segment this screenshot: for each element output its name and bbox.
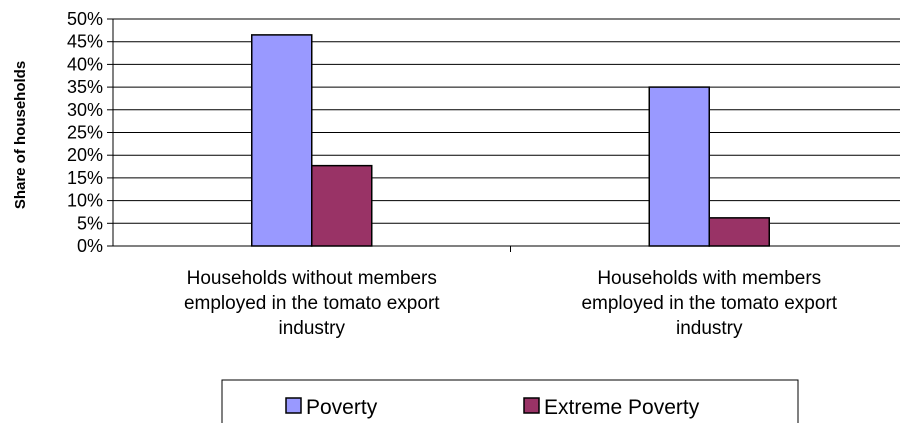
y-tick-label: 0% [77, 236, 103, 256]
y-tick-label: 5% [77, 213, 103, 233]
bars [251, 34, 770, 247]
bar-poverty-1 [251, 34, 313, 247]
bar-extreme-poverty-1 [311, 164, 373, 247]
y-tick-label: 50% [67, 9, 103, 29]
bar-poverty-2 [648, 86, 710, 247]
y-tick-label: 15% [67, 168, 103, 188]
legend-swatch [523, 397, 540, 414]
axes [107, 18, 900, 252]
y-tick-label: 30% [67, 100, 103, 120]
y-tick-label: 25% [67, 123, 103, 143]
legend-label: Extreme Poverty [544, 396, 700, 419]
gridlines [113, 18, 900, 224]
category-label: Households with members employed in the t… [581, 268, 837, 339]
y-tick-labels: 0% 5%10% 15% 20%25% 30% 35% 40%45% 50% [67, 9, 103, 256]
legend-swatch [285, 397, 302, 414]
y-tick-label: 40% [67, 54, 103, 74]
y-tick-label: 35% [67, 77, 103, 97]
legend-box [221, 379, 799, 423]
y-axis-label: Share of households [12, 61, 29, 209]
category-label: Households without members employed in th… [184, 268, 440, 339]
legend: Poverty Extreme Poverty [221, 379, 799, 423]
y-tick-label: 10% [67, 191, 103, 211]
category-labels: Households without members employed in th… [184, 268, 838, 339]
bar-extreme-poverty-2 [708, 217, 770, 247]
y-tick-label: 45% [67, 32, 103, 52]
y-tick-label: 20% [67, 145, 103, 165]
legend-label: Poverty [306, 396, 378, 419]
